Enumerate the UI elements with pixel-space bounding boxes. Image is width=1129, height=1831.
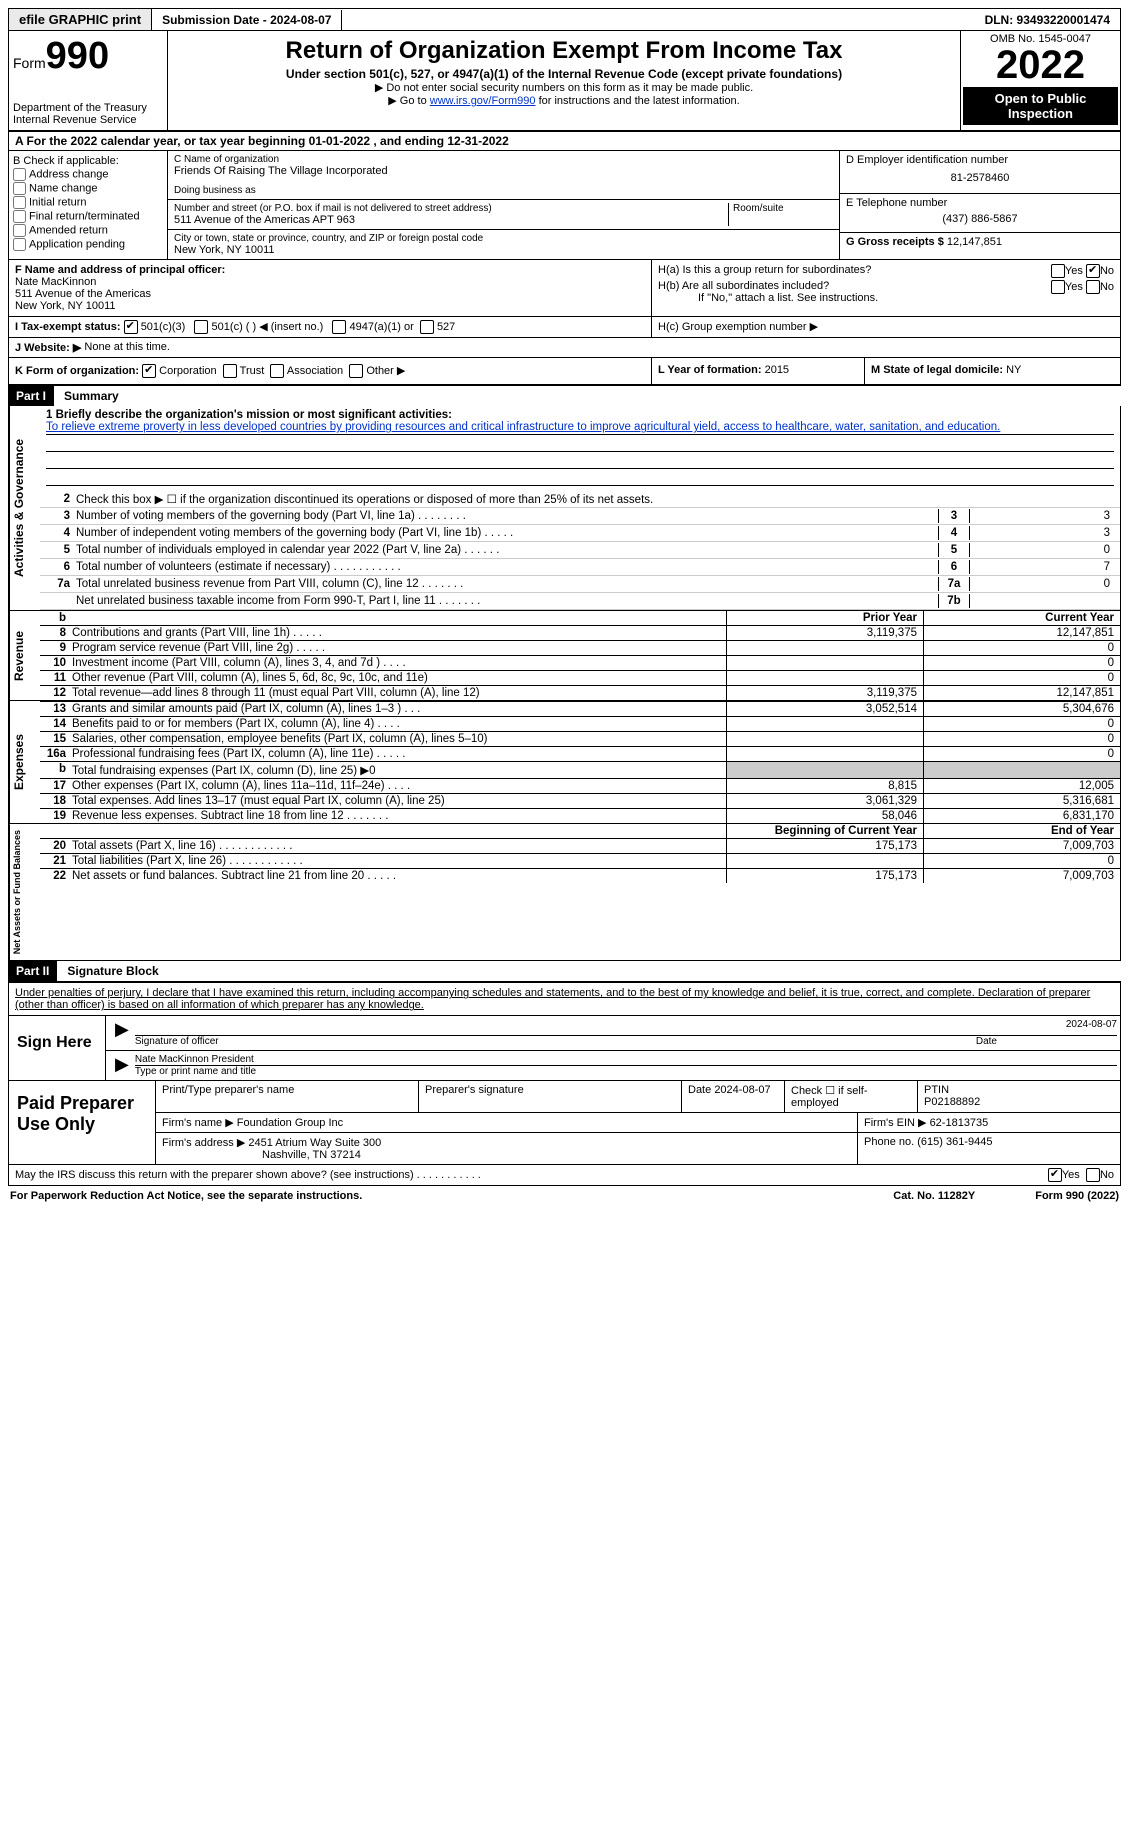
table-row: 17Other expenses (Part IX, column (A), l…	[40, 778, 1120, 793]
part1-na: Net Assets or Fund Balances Beginning of…	[8, 824, 1121, 961]
row-klm: K Form of organization: Corporation Trus…	[8, 358, 1121, 386]
table-row: 13Grants and similar amounts paid (Part …	[40, 701, 1120, 716]
side-expenses: Expenses	[9, 701, 40, 823]
table-row: bTotal fundraising expenses (Part IX, co…	[40, 761, 1120, 778]
officer-printed: Nate MacKinnon President	[135, 1054, 1117, 1066]
part2-header: Part IISignature Block	[8, 961, 1121, 981]
cb-discuss-no[interactable]	[1086, 1168, 1100, 1182]
table-row: 21Total liabilities (Part X, line 26) . …	[40, 853, 1120, 868]
cb-amended[interactable]: Amended return	[13, 224, 163, 237]
paid-preparer-label: Paid Preparer Use Only	[9, 1081, 156, 1164]
table-row: 19Revenue less expenses. Subtract line 1…	[40, 808, 1120, 823]
table-row: 15Salaries, other compensation, employee…	[40, 731, 1120, 746]
col-c-org-info: C Name of organization Friends Of Raisin…	[168, 151, 840, 259]
side-netassets: Net Assets or Fund Balances	[9, 824, 40, 960]
row-f-h: F Name and address of principal officer:…	[8, 260, 1121, 317]
part1-header: Part ISummary	[8, 386, 1121, 406]
ein: 81-2578460	[846, 166, 1114, 190]
table-row: 8Contributions and grants (Part VIII, li…	[40, 625, 1120, 640]
form-number: Form990	[13, 35, 163, 78]
row-hc: H(c) Group exemption number ▶	[652, 317, 1120, 337]
sign-here-label: Sign Here	[9, 1016, 106, 1080]
gross-receipts: 12,147,851	[947, 236, 1002, 248]
mission-text: To relieve extreme proverty in less deve…	[46, 421, 1114, 435]
ptin: P02188892	[924, 1096, 980, 1108]
top-bar: efile GRAPHIC print Submission Date - 20…	[8, 8, 1121, 30]
form-title: Return of Organization Exempt From Incom…	[172, 37, 956, 65]
tax-year: 2022	[963, 45, 1118, 85]
cb-address-change[interactable]: Address change	[13, 168, 163, 181]
page-footer: For Paperwork Reduction Act Notice, see …	[8, 1186, 1121, 1206]
col-de: D Employer identification number 81-2578…	[840, 151, 1120, 259]
table-row: 3Number of voting members of the governi…	[40, 508, 1120, 525]
cb-501c3[interactable]	[124, 320, 138, 334]
table-row: 11Other revenue (Part VIII, column (A), …	[40, 670, 1120, 685]
signature-block: Under penalties of perjury, I declare th…	[8, 981, 1121, 1165]
table-row: 16aProfessional fundraising fees (Part I…	[40, 746, 1120, 761]
part1-ag: Activities & Governance 1 Briefly descri…	[8, 406, 1121, 611]
table-row: 22Net assets or fund balances. Subtract …	[40, 868, 1120, 883]
table-row: 6Total number of volunteers (estimate if…	[40, 559, 1120, 576]
table-row: 12Total revenue—add lines 8 through 11 (…	[40, 685, 1120, 700]
org-city: New York, NY 10011	[174, 244, 833, 256]
form-header: Form990 Department of the Treasury Inter…	[8, 30, 1121, 132]
phone: (437) 886-5867	[846, 209, 1114, 229]
arrow-icon: ▶	[109, 1019, 135, 1047]
efile-print-button[interactable]: efile GRAPHIC print	[9, 9, 152, 30]
penalty-text: Under penalties of perjury, I declare th…	[9, 983, 1120, 1015]
side-activities: Activities & Governance	[9, 406, 40, 610]
firm-name: Foundation Group Inc	[237, 1117, 343, 1129]
dept-treasury: Department of the Treasury	[13, 102, 163, 114]
form-subtitle: Under section 501(c), 527, or 4947(a)(1)…	[172, 67, 956, 81]
side-revenue: Revenue	[9, 611, 40, 700]
irs-label: Internal Revenue Service	[13, 114, 163, 126]
table-row: 5Total number of individuals employed in…	[40, 542, 1120, 559]
cb-discuss-yes[interactable]	[1048, 1168, 1062, 1182]
submission-date: Submission Date - 2024-08-07	[152, 10, 342, 30]
org-name: Friends Of Raising The Village Incorpora…	[174, 165, 833, 177]
ssn-note: ▶ Do not enter social security numbers o…	[172, 81, 956, 94]
part1-exp: Expenses 13Grants and similar amounts pa…	[8, 701, 1121, 824]
part1-rev: Revenue b Prior YearCurrent Year 8Contri…	[8, 611, 1121, 701]
table-row: 4Number of independent voting members of…	[40, 525, 1120, 542]
cb-name-change[interactable]: Name change	[13, 182, 163, 195]
table-row: 10Investment income (Part VIII, column (…	[40, 655, 1120, 670]
row-j-website: J Website: ▶ None at this time.	[8, 338, 1121, 358]
officer-name: Nate MacKinnon	[15, 276, 96, 288]
table-row: 14Benefits paid to or for members (Part …	[40, 716, 1120, 731]
entity-block: B Check if applicable: Address change Na…	[8, 151, 1121, 260]
table-row: Net unrelated business taxable income fr…	[40, 593, 1120, 610]
cb-app-pending[interactable]: Application pending	[13, 238, 163, 251]
table-row: 9Program service revenue (Part VIII, lin…	[40, 640, 1120, 655]
col-b-checkboxes: B Check if applicable: Address change Na…	[9, 151, 168, 259]
cb-initial-return[interactable]: Initial return	[13, 196, 163, 209]
irs-link[interactable]: www.irs.gov/Form990	[430, 95, 536, 107]
table-row: 18Total expenses. Add lines 13–17 (must …	[40, 793, 1120, 808]
row-i-tax-status: I Tax-exempt status: 501(c)(3) 501(c) ( …	[9, 317, 652, 337]
cb-final-return[interactable]: Final return/terminated	[13, 210, 163, 223]
open-to-public: Open to Public Inspection	[963, 87, 1118, 125]
row-a-tax-year: A For the 2022 calendar year, or tax yea…	[8, 132, 1121, 151]
table-row: 7aTotal unrelated business revenue from …	[40, 576, 1120, 593]
goto-note: ▶ Go to www.irs.gov/Form990 for instruct…	[172, 94, 956, 107]
discuss-row: May the IRS discuss this return with the…	[8, 1165, 1121, 1186]
arrow-icon: ▶	[109, 1054, 135, 1077]
dln: DLN: 93493220001474	[975, 10, 1120, 30]
org-street: 511 Avenue of the Americas APT 963	[174, 214, 728, 226]
table-row: 20Total assets (Part X, line 16) . . . .…	[40, 838, 1120, 853]
